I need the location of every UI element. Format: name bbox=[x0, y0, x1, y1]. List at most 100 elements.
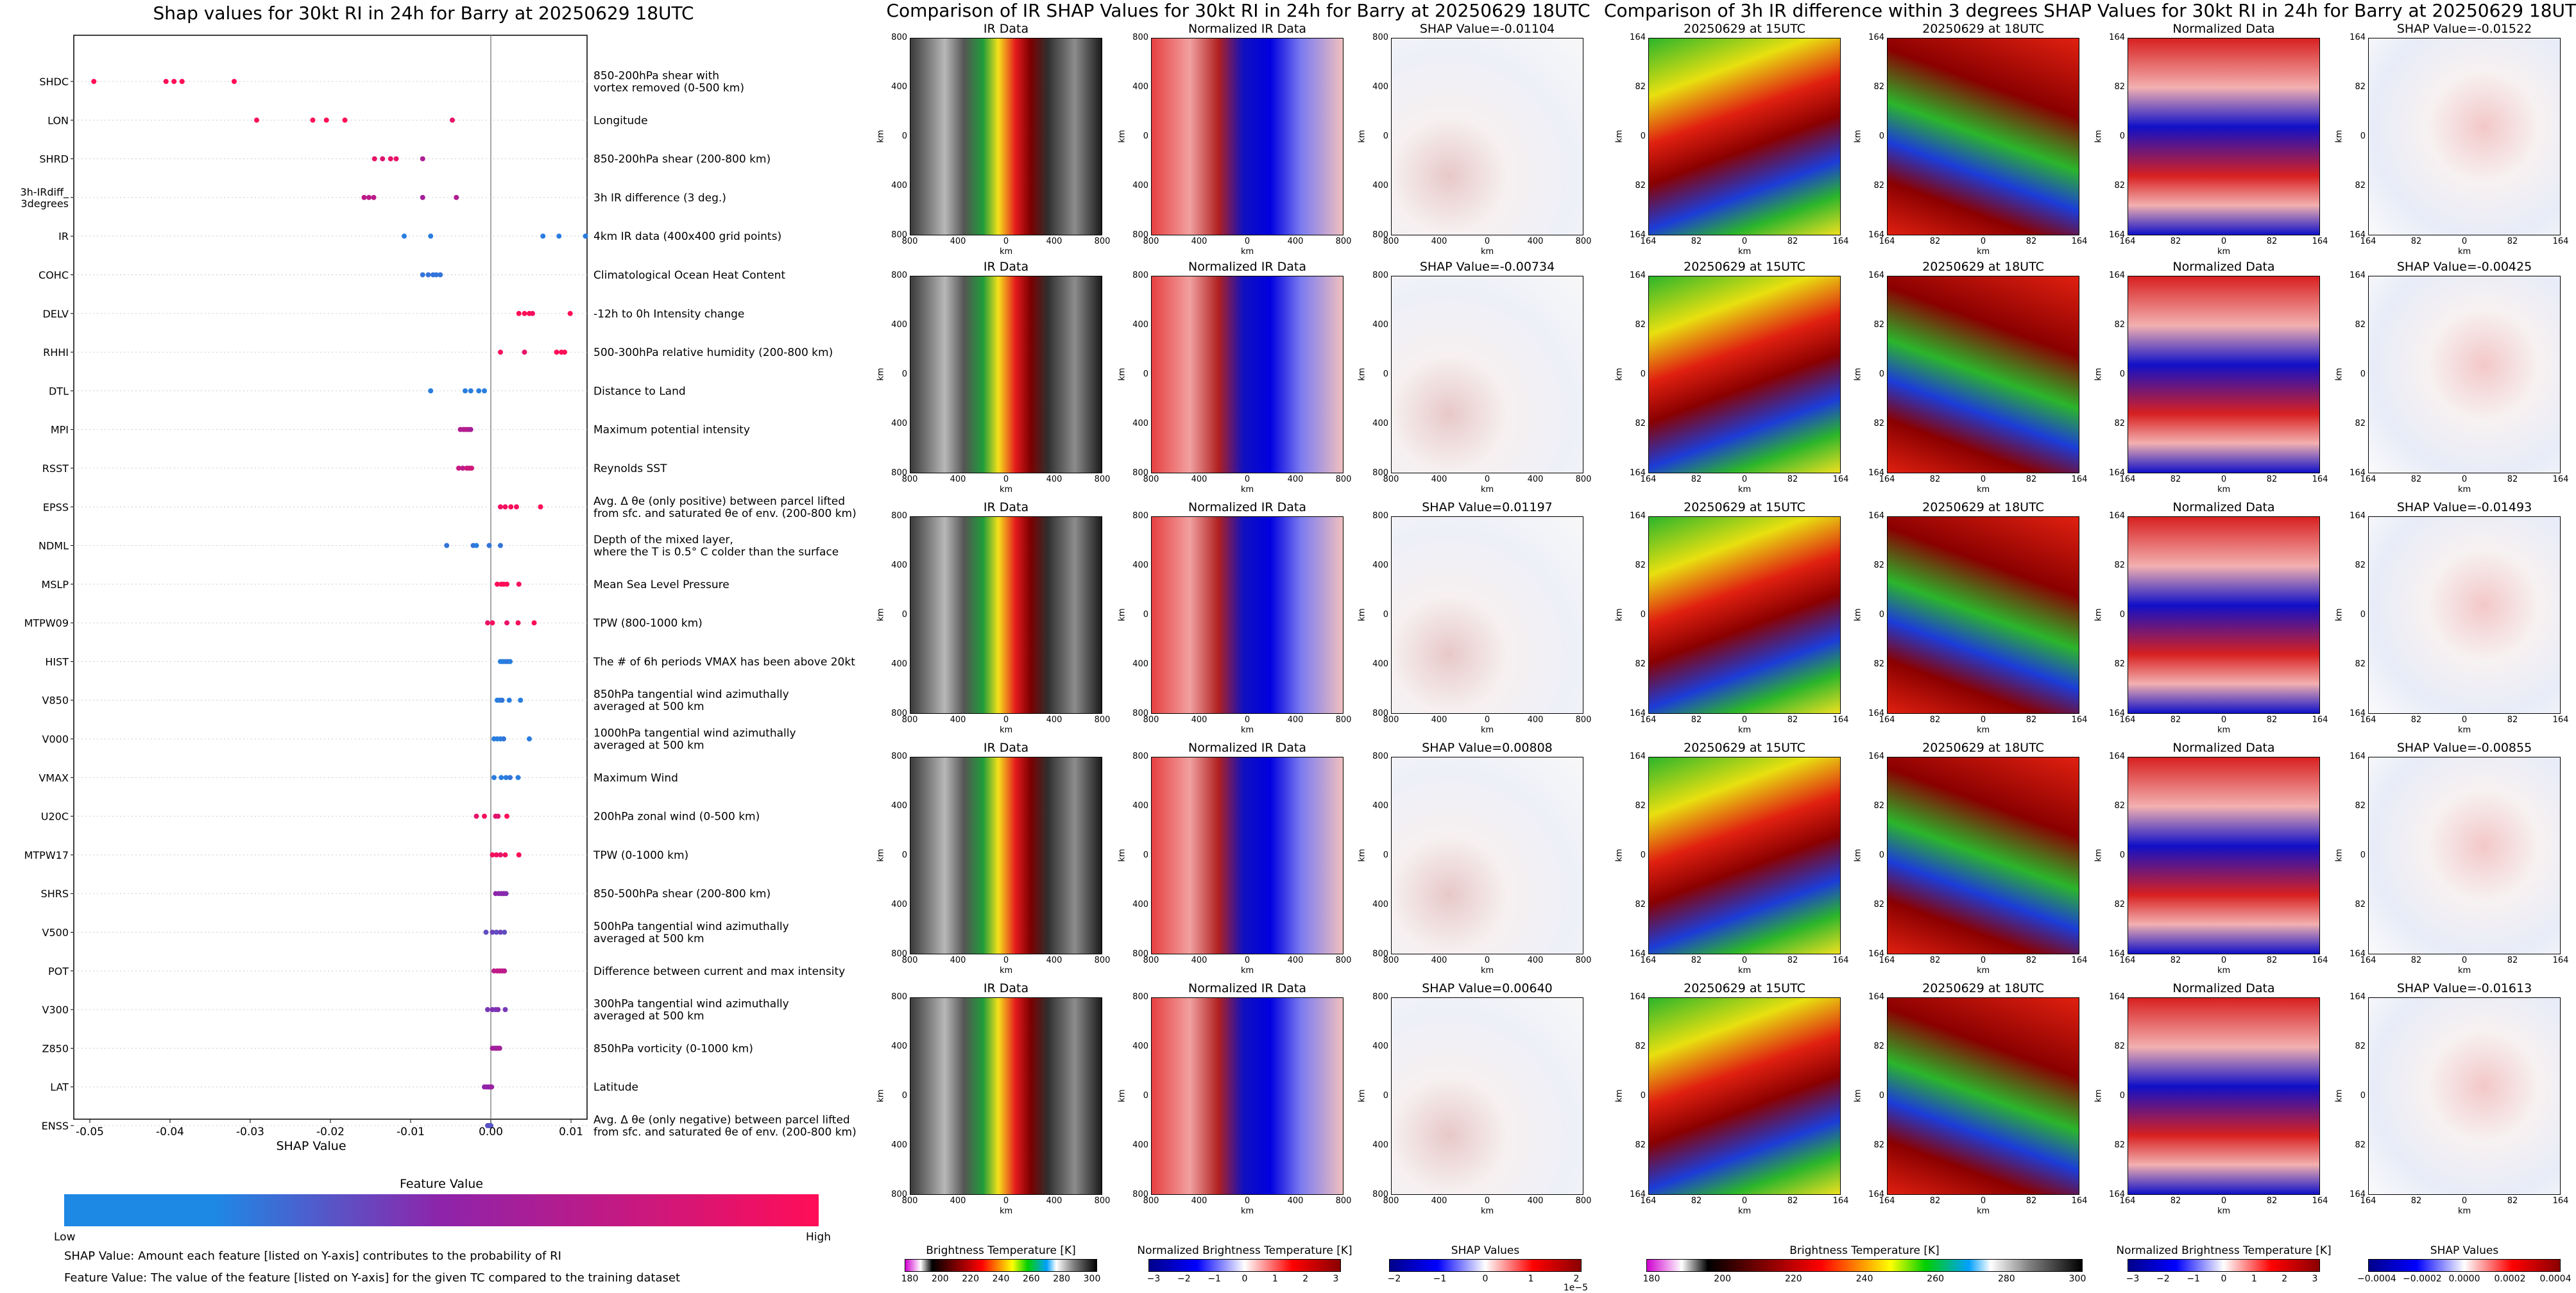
shap-point bbox=[530, 310, 535, 316]
feature-description: Maximum Wind bbox=[593, 772, 678, 784]
y-tick-label: 800 bbox=[1132, 992, 1148, 1002]
y-tick-label: 164 bbox=[2350, 230, 2366, 240]
colorbar-tick-label: 2 bbox=[2282, 1274, 2288, 1284]
shap-point bbox=[483, 929, 489, 935]
colorbar-tick-label: 0 bbox=[2221, 1274, 2227, 1284]
shap-point bbox=[498, 929, 503, 935]
x-tick-label: 82 bbox=[2266, 475, 2278, 484]
x-tick-label: 164 bbox=[1832, 1196, 1849, 1206]
x-tick-label: 82 bbox=[2507, 475, 2518, 484]
x-tick-label: 400 bbox=[1046, 715, 1062, 725]
feature-label: POT bbox=[48, 965, 69, 977]
colorbar-tick-label: −3 bbox=[1147, 1274, 1161, 1284]
diff-normalized-image bbox=[2128, 997, 2320, 1195]
feature-label: V850 bbox=[42, 695, 69, 707]
feature-description: The # of 6h periods VMAX has been above … bbox=[593, 655, 855, 668]
y-tick-label: 82 bbox=[2355, 900, 2366, 909]
x-tick-label: 400 bbox=[1046, 475, 1062, 484]
shap-point bbox=[454, 194, 459, 200]
feature-description: TPW (800-1000 km) bbox=[593, 617, 703, 630]
x-tick-label: 82 bbox=[2266, 956, 2278, 965]
shap-point bbox=[522, 350, 527, 355]
y-tick-label: 82 bbox=[1635, 659, 1646, 669]
ir-shap-colorbar-title: SHAP Values bbox=[1451, 1244, 1520, 1257]
shap-point bbox=[468, 388, 473, 394]
y-tick-label: 164 bbox=[1630, 949, 1646, 959]
x-axis-label: km bbox=[1977, 485, 1990, 494]
x-axis-label: km bbox=[1738, 966, 1752, 976]
y-tick-label: 400 bbox=[1372, 82, 1388, 92]
feature-description: Climatological Ocean Heat Content bbox=[593, 269, 785, 282]
y-tick-label: 164 bbox=[1868, 511, 1884, 521]
y-tick-label: 82 bbox=[1873, 82, 1884, 92]
y-tick-label: 0 bbox=[901, 369, 907, 379]
shap-point bbox=[393, 156, 399, 162]
y-axis-label: km bbox=[2334, 849, 2344, 862]
colorbar-tick-label: 0 bbox=[1241, 1274, 1248, 1284]
feature-description: Maximum potential intensity bbox=[593, 424, 750, 437]
y-tick-label: 164 bbox=[1630, 468, 1646, 478]
y-tick-label: 82 bbox=[2355, 659, 2366, 669]
y-tick-label: 800 bbox=[891, 33, 907, 42]
x-tick-label: 0 bbox=[1980, 237, 1986, 246]
normalized-ir-data-title: Normalized IR Data bbox=[1188, 260, 1306, 274]
x-tick-label: 0 bbox=[1980, 475, 1986, 484]
diff-normalized-colorbar bbox=[2128, 1259, 2320, 1272]
normalized-ir-data-title: Normalized IR Data bbox=[1188, 741, 1306, 755]
feature-label: V500 bbox=[42, 927, 69, 939]
x-tick-label: 164 bbox=[2119, 1196, 2136, 1206]
shap-point bbox=[361, 194, 367, 200]
diff-15utc-image bbox=[1648, 276, 1841, 473]
y-axis-label: km bbox=[2094, 130, 2104, 143]
x-tick-label: 800 bbox=[1143, 715, 1159, 725]
y-tick-label: 82 bbox=[1873, 1140, 1884, 1150]
diff-15utc-image bbox=[1648, 757, 1841, 954]
y-tick-label: 0 bbox=[2119, 131, 2125, 141]
y-tick-label: 164 bbox=[1630, 752, 1646, 761]
x-tick-label: -0.02 bbox=[316, 1126, 345, 1138]
feature-label: 3degrees bbox=[21, 198, 69, 210]
y-axis-label: km bbox=[1357, 130, 1367, 143]
feature-label: DTL bbox=[49, 385, 69, 397]
x-tick-label: 164 bbox=[1640, 715, 1657, 725]
shap-point bbox=[495, 581, 500, 587]
shap-point bbox=[323, 117, 329, 123]
y-tick-label: 164 bbox=[1868, 992, 1884, 1002]
y-tick-label: 164 bbox=[2109, 33, 2125, 42]
feature-description: vortex removed (0-500 km) bbox=[593, 82, 744, 95]
y-axis-label: km bbox=[1853, 130, 1863, 143]
x-tick-label: 82 bbox=[1929, 475, 1941, 484]
normalized-ir-data-title: Normalized IR Data bbox=[1188, 500, 1306, 514]
shap-point bbox=[502, 1007, 508, 1013]
diff-normalized-title: Normalized Data bbox=[2172, 741, 2275, 755]
x-tick-label: 800 bbox=[901, 1196, 918, 1206]
feature-label: LAT bbox=[50, 1081, 69, 1094]
x-tick-label: 82 bbox=[2026, 1196, 2037, 1206]
x-axis-label: km bbox=[1977, 725, 1990, 735]
shap-point bbox=[490, 620, 495, 626]
feature-description: from sfc. and saturated θe of env. (200-… bbox=[593, 1126, 857, 1139]
colorbar-tick-label: 2 bbox=[1573, 1274, 1580, 1284]
x-tick-label: 800 bbox=[1335, 1196, 1352, 1206]
y-axis-label: km bbox=[876, 608, 886, 621]
y-tick-label: 800 bbox=[891, 511, 907, 521]
diff-15utc-image bbox=[1648, 516, 1841, 714]
y-tick-label: 800 bbox=[1132, 468, 1148, 478]
y-tick-label: 164 bbox=[1630, 709, 1646, 718]
shap-point bbox=[508, 775, 513, 781]
feature-description: Difference between current and max inten… bbox=[593, 965, 845, 978]
feature-description: Mean Sea Level Pressure bbox=[593, 579, 729, 591]
x-tick-label: 164 bbox=[1832, 237, 1849, 246]
x-tick-label: 164 bbox=[2119, 475, 2136, 484]
y-tick-label: 800 bbox=[1132, 33, 1148, 42]
x-tick-label: 0 bbox=[1484, 715, 1490, 725]
shap-point bbox=[469, 465, 474, 471]
y-tick-label: 164 bbox=[2109, 511, 2125, 521]
colorbar-tick-label: 1 bbox=[1528, 1274, 1534, 1284]
x-tick-label: 164 bbox=[1879, 237, 1895, 246]
y-tick-label: 164 bbox=[2109, 1190, 2125, 1199]
shap-point bbox=[515, 620, 521, 626]
x-tick-label: 164 bbox=[1640, 1196, 1657, 1206]
shap-point bbox=[504, 581, 509, 587]
y-axis-label: km bbox=[1853, 1089, 1863, 1103]
